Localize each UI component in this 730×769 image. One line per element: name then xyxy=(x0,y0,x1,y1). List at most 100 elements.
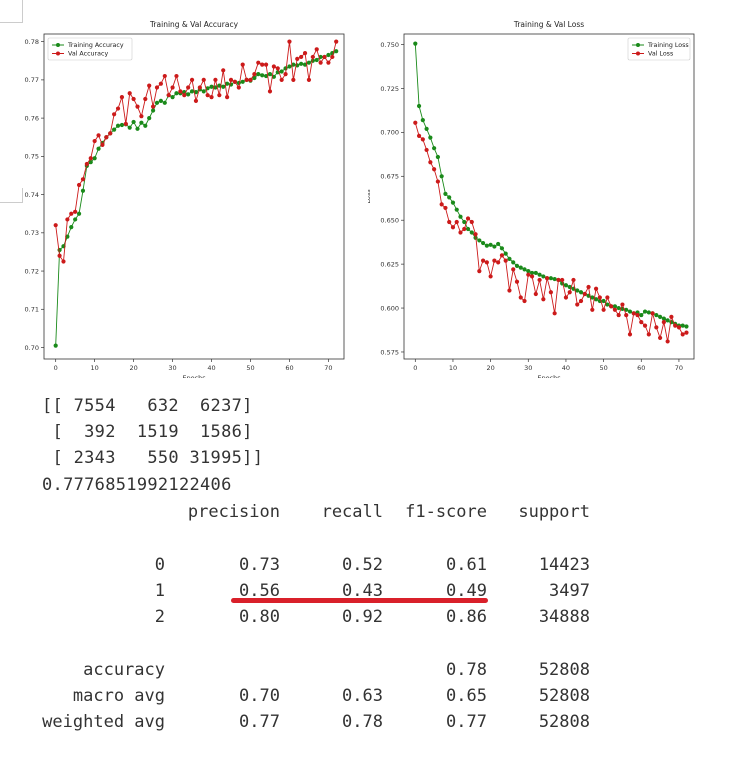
data-point xyxy=(322,54,327,60)
data-point xyxy=(65,217,70,222)
report-row-f1: 0.61 xyxy=(446,555,487,575)
data-point xyxy=(601,298,606,304)
data-point xyxy=(665,318,670,323)
data-point xyxy=(314,47,319,52)
data-point xyxy=(563,295,569,300)
data-point xyxy=(522,298,527,304)
data-point xyxy=(139,120,144,125)
report-row-f1: 0.86 xyxy=(446,607,487,627)
data-point xyxy=(416,103,422,109)
data-point xyxy=(115,123,121,128)
data-point xyxy=(252,72,257,77)
data-point xyxy=(454,219,459,225)
data-point xyxy=(100,142,105,147)
data-point xyxy=(428,160,433,165)
data-point xyxy=(533,291,538,297)
data-point xyxy=(590,295,595,300)
x-tick-label: 70 xyxy=(324,364,332,372)
y-tick-label: 0.725 xyxy=(380,85,399,93)
data-point xyxy=(492,244,497,249)
data-point xyxy=(306,77,312,82)
legend-marker xyxy=(636,43,640,47)
data-point xyxy=(80,177,86,182)
data-point xyxy=(205,93,210,98)
data-point xyxy=(174,73,179,79)
x-axis-label: Epochs xyxy=(182,374,206,378)
data-point xyxy=(684,330,689,335)
data-point xyxy=(571,277,576,283)
data-point xyxy=(256,60,261,65)
data-point xyxy=(57,253,62,258)
data-point xyxy=(236,85,241,90)
data-point xyxy=(552,276,557,282)
report-summary-f1: 0.78 xyxy=(446,660,487,680)
report-summary-precision: 0.77 xyxy=(239,712,280,732)
confusion-matrix-row-1: [ 392 1519 1586] xyxy=(42,422,253,442)
data-point xyxy=(279,77,284,82)
y-tick-label: 0.700 xyxy=(380,129,399,137)
data-point xyxy=(150,104,156,109)
data-point xyxy=(283,66,288,71)
y-tick-label: 0.675 xyxy=(380,173,399,181)
data-point xyxy=(548,290,553,295)
data-point xyxy=(299,54,304,60)
y-tick-label: 0.76 xyxy=(25,114,39,122)
accuracy-chart: Training & Val Accuracy 0 10 20 30 40 50 60 70 0.… xyxy=(25,20,345,378)
report-summary-support: 52808 xyxy=(538,712,590,732)
data-point xyxy=(263,62,269,67)
data-point xyxy=(612,304,618,309)
data-point xyxy=(275,66,280,71)
data-point xyxy=(454,207,459,212)
data-point xyxy=(578,290,584,295)
data-point xyxy=(676,325,682,330)
data-point xyxy=(658,335,663,341)
legend-marker xyxy=(56,43,60,47)
x-tick-label: 20 xyxy=(129,364,137,372)
data-point xyxy=(669,314,674,319)
chart-title: Training & Val Accuracy xyxy=(149,20,239,29)
legend: Training Accuracy Val Accuracy xyxy=(47,37,133,61)
data-point xyxy=(252,75,257,81)
loss-chart: Training & Val Loss 0 10 20 30 40 50 60 70 0.575 0… xyxy=(368,20,695,378)
data-point xyxy=(605,302,610,307)
data-point xyxy=(620,302,625,307)
data-point xyxy=(507,256,512,261)
data-point xyxy=(514,263,520,268)
data-point xyxy=(462,219,467,225)
data-point xyxy=(563,283,569,288)
data-point xyxy=(279,69,284,74)
data-point xyxy=(57,247,62,253)
data-point xyxy=(135,104,140,109)
data-point xyxy=(435,179,440,184)
data-point xyxy=(158,98,163,104)
data-point xyxy=(593,286,599,291)
data-point xyxy=(650,311,655,316)
data-point xyxy=(616,312,621,318)
y-tick-label: 0.625 xyxy=(380,260,399,268)
data-point xyxy=(462,226,467,232)
data-point xyxy=(119,122,125,128)
data-point xyxy=(201,77,206,82)
data-point xyxy=(318,60,323,65)
data-point xyxy=(221,84,226,89)
data-point xyxy=(186,85,191,90)
report-row-precision: 0.73 xyxy=(239,555,280,575)
report-row-label: 0 xyxy=(154,555,165,575)
data-point xyxy=(420,117,425,123)
data-point xyxy=(541,274,546,279)
data-point xyxy=(458,230,463,235)
data-point xyxy=(53,343,58,348)
data-point xyxy=(518,295,523,300)
data-point xyxy=(586,284,591,290)
data-point xyxy=(661,320,666,325)
report-header-precision: precision xyxy=(187,502,280,522)
data-point xyxy=(139,114,144,119)
data-point xyxy=(639,312,644,318)
data-point xyxy=(260,62,265,67)
report-summary-recall: 0.63 xyxy=(342,686,383,706)
data-point xyxy=(552,311,557,316)
data-point xyxy=(654,312,659,318)
data-point xyxy=(635,312,640,318)
data-point xyxy=(480,240,486,246)
data-point xyxy=(654,325,659,330)
